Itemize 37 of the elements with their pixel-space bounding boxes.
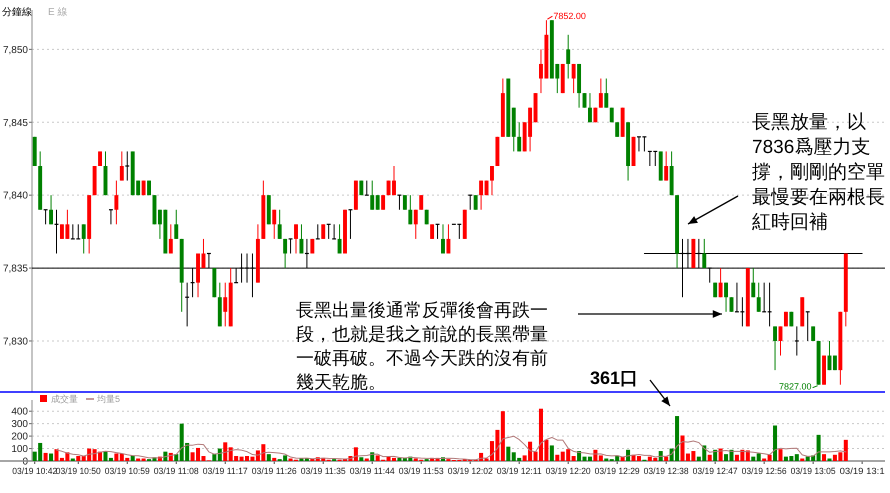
y-tick-label: 400 <box>11 406 28 418</box>
x-tick-label: 03/19 11:35 <box>300 466 348 476</box>
x-tick-label: 03/19 11:26 <box>252 466 299 476</box>
x-tick-label: 03/19 12:11 <box>496 466 544 476</box>
x-tick-label: 03/19 12:20 <box>546 466 594 476</box>
annotation: 7827.00 <box>779 382 812 392</box>
y-tick-label: 7,840 <box>2 190 28 202</box>
y-tick-label: 100 <box>11 444 28 456</box>
chart-subtitle: E 線 <box>48 7 68 18</box>
x-tick-label: 03/19 13:1 <box>840 466 885 476</box>
x-tick-label: 03/19 10:59 <box>104 466 152 476</box>
y-tick-label: 300 <box>11 419 28 430</box>
x-tick-label: 03/19 11:53 <box>398 466 446 476</box>
x-tick-label: 03/19 11:17 <box>202 466 250 476</box>
y-tick-label: 200 <box>11 432 28 443</box>
y-tick-label: 7,845 <box>2 118 28 129</box>
x-tick-label: 03/19 12:02 <box>448 466 496 476</box>
annotation: 長黑放量，以7836爲壓力支撐，剛剛的空單最慢要在兩根長紅時回補 <box>752 112 885 233</box>
legend-label: 均量5 <box>96 394 120 404</box>
y-tick-label: 7,835 <box>2 264 28 275</box>
x-tick-label: 03/19 12:38 <box>644 466 692 476</box>
x-tick-label: 03/19 12:56 <box>742 466 790 476</box>
x-tick-label: 03/19 11:44 <box>350 466 397 476</box>
x-tick-label: 03/19 10:50 <box>56 466 104 476</box>
annotation: 361口 <box>590 368 638 388</box>
legend-label: 成交量 <box>51 394 78 404</box>
annotation: 7852.00 <box>553 11 586 22</box>
legend-item: 均量5 <box>86 394 120 404</box>
x-tick-label: 03/19 12:29 <box>594 466 642 476</box>
y-tick-label: 7,830 <box>2 336 28 348</box>
y-tick-label: 7,850 <box>2 44 28 56</box>
annotation: 長黑出量後通常反彈後會再跌一段，也就是我之前說的長黑帶量一破再破。不過今天跌的沒有前幾天乾脆。 <box>296 300 548 392</box>
legend-item: 成交量 <box>40 394 78 404</box>
x-tick-label: 03/19 12:47 <box>692 466 740 476</box>
x-tick-label: 03/19 13:05 <box>790 466 838 476</box>
chart-title: 分鐘線 <box>2 6 32 18</box>
x-tick-label: 03/19 11:08 <box>154 466 201 476</box>
